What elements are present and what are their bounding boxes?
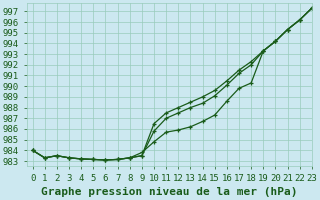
X-axis label: Graphe pression niveau de la mer (hPa): Graphe pression niveau de la mer (hPa) xyxy=(41,187,298,197)
